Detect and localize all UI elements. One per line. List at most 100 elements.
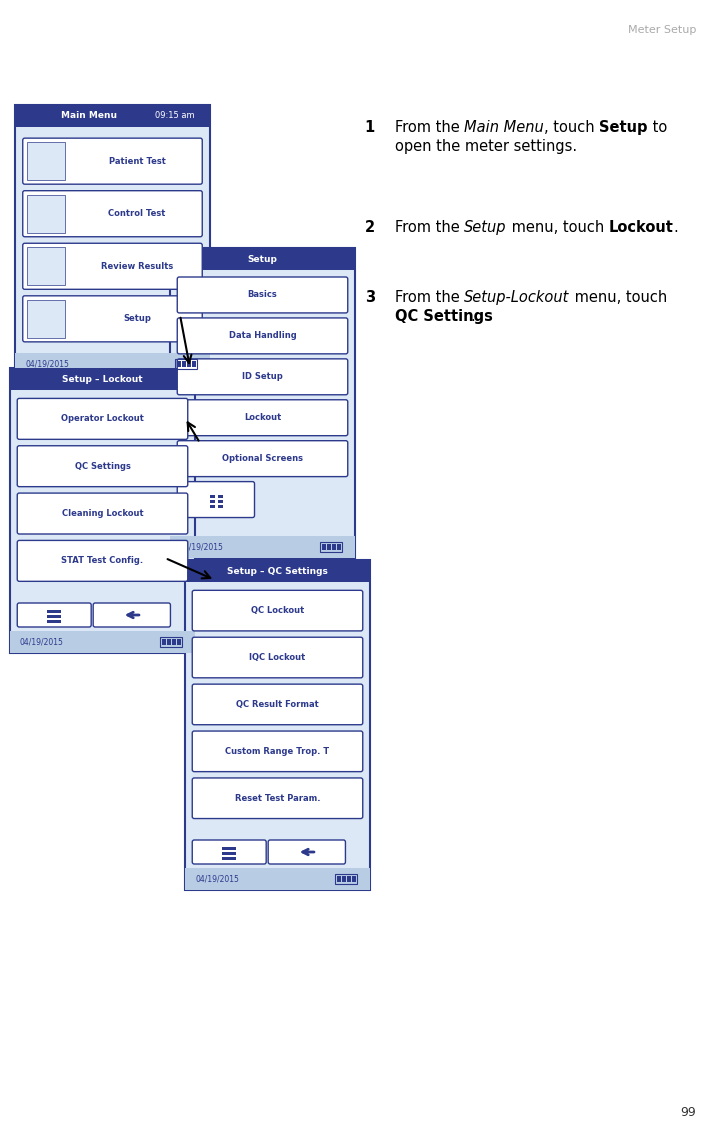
Text: ID Setup: ID Setup <box>242 372 283 382</box>
Text: 04/19/2015: 04/19/2015 <box>25 360 69 369</box>
Bar <box>167 639 171 645</box>
Bar <box>218 500 223 502</box>
FancyBboxPatch shape <box>23 138 202 185</box>
Bar <box>320 542 342 552</box>
Text: Custom Range Trop. T: Custom Range Trop. T <box>225 747 330 756</box>
Text: Main Menu: Main Menu <box>61 112 117 121</box>
Text: 09:15 am: 09:15 am <box>155 112 195 121</box>
Bar <box>170 536 355 558</box>
Text: Basics: Basics <box>247 290 277 300</box>
Bar <box>182 361 186 367</box>
Text: Optional Screens: Optional Screens <box>222 454 303 464</box>
Bar <box>162 639 166 645</box>
Bar <box>10 368 195 653</box>
Bar <box>223 847 236 850</box>
FancyBboxPatch shape <box>17 603 91 626</box>
Text: 2: 2 <box>365 220 375 235</box>
Bar <box>185 868 370 890</box>
Text: 1: 1 <box>365 120 375 136</box>
Text: Data Handling: Data Handling <box>229 331 296 341</box>
FancyBboxPatch shape <box>93 603 171 626</box>
Bar <box>218 494 223 498</box>
Bar <box>342 876 346 882</box>
FancyBboxPatch shape <box>192 731 363 771</box>
Bar <box>27 300 65 338</box>
FancyBboxPatch shape <box>268 839 346 865</box>
Bar <box>47 615 61 618</box>
FancyBboxPatch shape <box>177 441 348 476</box>
Bar <box>170 248 355 558</box>
Text: menu, touch: menu, touch <box>507 220 609 235</box>
Bar <box>47 611 61 613</box>
FancyBboxPatch shape <box>17 445 188 486</box>
Text: Control Test: Control Test <box>108 210 166 219</box>
Bar <box>192 361 196 367</box>
Bar <box>223 857 236 860</box>
FancyBboxPatch shape <box>192 685 363 724</box>
Text: 04/19/2015: 04/19/2015 <box>20 638 64 647</box>
Bar <box>327 544 331 550</box>
Bar <box>218 505 223 508</box>
Text: Meter Setup: Meter Setup <box>628 25 696 35</box>
Text: Cleaning Lockout: Cleaning Lockout <box>62 509 144 518</box>
Bar <box>322 544 326 550</box>
Text: 04/19/2015: 04/19/2015 <box>195 875 239 884</box>
FancyBboxPatch shape <box>192 839 266 865</box>
FancyBboxPatch shape <box>192 637 363 678</box>
Text: From the: From the <box>395 120 464 136</box>
Bar <box>15 105 210 128</box>
Bar <box>10 631 195 653</box>
Bar <box>10 368 195 390</box>
Bar <box>352 876 356 882</box>
Bar <box>210 494 215 498</box>
Text: STAT Test Config.: STAT Test Config. <box>61 556 144 565</box>
Bar <box>27 142 65 180</box>
Bar <box>27 195 65 232</box>
Bar <box>175 359 197 369</box>
Text: 04/19/2015: 04/19/2015 <box>180 542 224 551</box>
Bar <box>27 247 65 285</box>
Bar <box>47 620 61 623</box>
Text: Lockout: Lockout <box>244 413 281 423</box>
Text: menu, touch: menu, touch <box>570 290 667 305</box>
Text: , touch: , touch <box>544 120 599 136</box>
Bar <box>177 361 181 367</box>
FancyBboxPatch shape <box>177 277 348 313</box>
FancyBboxPatch shape <box>177 318 348 354</box>
FancyBboxPatch shape <box>192 778 363 819</box>
Bar <box>172 639 176 645</box>
Bar <box>160 637 182 647</box>
Bar <box>210 500 215 502</box>
Text: From the: From the <box>395 290 464 305</box>
FancyBboxPatch shape <box>23 244 202 289</box>
Text: 3: 3 <box>365 290 375 305</box>
FancyBboxPatch shape <box>192 590 363 631</box>
Bar <box>15 353 210 375</box>
Bar <box>223 852 236 855</box>
Text: .: . <box>470 309 475 323</box>
Text: Operator Lockout: Operator Lockout <box>61 415 144 424</box>
Bar <box>187 361 191 367</box>
Bar <box>177 639 181 645</box>
Text: 99: 99 <box>680 1106 696 1118</box>
Text: IQC Lockout: IQC Lockout <box>250 653 306 662</box>
Text: .: . <box>673 220 678 235</box>
Text: Setup-Lockout: Setup-Lockout <box>464 290 570 305</box>
FancyBboxPatch shape <box>17 493 188 534</box>
Text: Reset Test Param.: Reset Test Param. <box>235 794 320 803</box>
Text: Patient Test: Patient Test <box>109 157 166 165</box>
FancyBboxPatch shape <box>177 359 348 395</box>
FancyBboxPatch shape <box>177 400 348 436</box>
FancyBboxPatch shape <box>23 296 202 342</box>
FancyBboxPatch shape <box>17 540 188 581</box>
Text: QC Settings: QC Settings <box>75 461 130 470</box>
Bar <box>185 560 370 890</box>
Text: Setup – QC Settings: Setup – QC Settings <box>227 566 328 575</box>
Bar <box>170 248 355 270</box>
Bar <box>337 876 341 882</box>
Text: Setup: Setup <box>599 120 648 136</box>
FancyBboxPatch shape <box>17 399 188 440</box>
FancyBboxPatch shape <box>177 482 255 517</box>
Bar <box>347 876 351 882</box>
Text: Setup: Setup <box>247 254 277 263</box>
